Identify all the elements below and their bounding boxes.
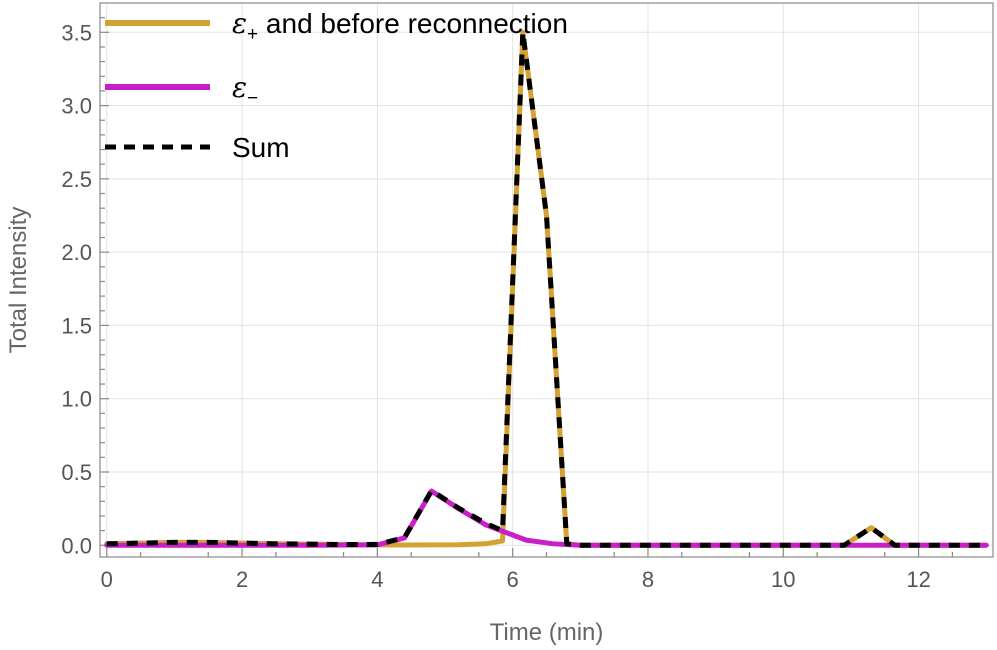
y-tick-label: 2.5 — [61, 167, 92, 192]
x-tick-label: 8 — [642, 567, 654, 592]
x-tick-label: 0 — [101, 567, 113, 592]
x-axis-label: Time (min) — [490, 619, 604, 646]
y-tick-label: 3.5 — [61, 20, 92, 45]
legend-label-1: ε− — [232, 71, 258, 109]
y-tick-label: 3.0 — [61, 94, 92, 119]
series-line-2 — [106, 29, 987, 548]
legend-symbol: ε — [232, 71, 247, 104]
x-tick-label: 10 — [771, 567, 795, 592]
y-tick-label: 2.0 — [61, 240, 92, 265]
grid-lines — [100, 3, 993, 557]
axis-ticks: 0 2 4 6 8 10 12 0.0 0.5 1.0 1.5 2.0 2.5 3.0 3.5 — [61, 17, 954, 592]
series-lines — [104, 29, 989, 548]
legend-label-0: ε+ and before reconnection — [232, 7, 568, 45]
legend-label-2: Sum — [232, 132, 290, 163]
legend-subscript: + — [247, 24, 258, 45]
x-tick-label: 2 — [236, 567, 248, 592]
legend-rest: and before reconnection — [258, 8, 568, 39]
series-line-0 — [104, 29, 989, 548]
y-axis-label: Total Intensity — [5, 207, 32, 354]
x-tick-label: 12 — [906, 567, 930, 592]
y-tick-label: 0.0 — [61, 533, 92, 558]
y-tick-label: 0.5 — [61, 460, 92, 485]
legend-subscript: − — [247, 88, 258, 109]
y-tick-label: 1.5 — [61, 313, 92, 338]
legend-symbol: ε — [232, 7, 247, 40]
x-tick-label: 4 — [371, 567, 383, 592]
x-tick-label: 6 — [507, 567, 519, 592]
y-tick-label: 1.0 — [61, 387, 92, 412]
